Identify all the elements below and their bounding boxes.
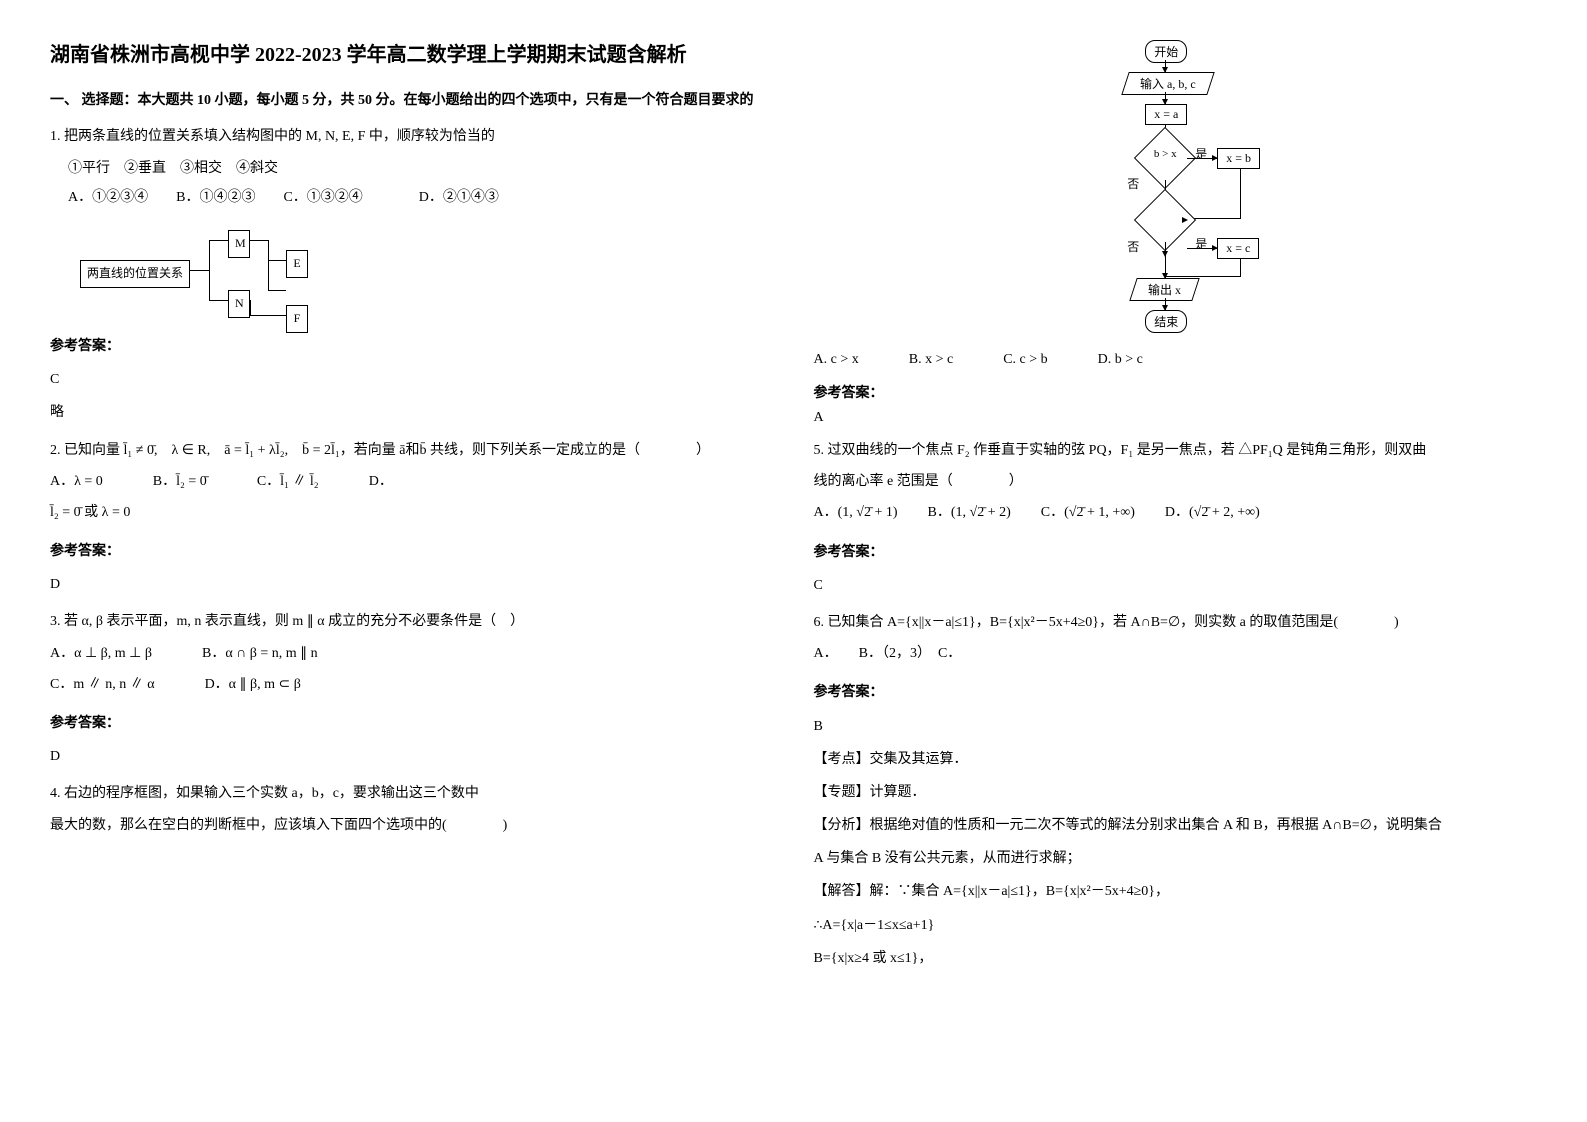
q4-stem: 4. 右边的程序框图，如果输入三个实数 a，b，c，要求输出这三个数中 [50, 781, 774, 806]
q4-choice-b: B. x > c [909, 352, 953, 368]
diagram-e-box: E [286, 250, 308, 278]
q5-choice-c: C．(√2̄ + 1, +∞) [1041, 500, 1135, 525]
q3-choices-row1: A．α ⊥ β, m ⊥ β B．α ∩ β = n, m ∥ n [50, 641, 774, 666]
q2-choice-a: A．λ = 0 [50, 469, 103, 494]
q3-answer-head: 参考答案： [50, 711, 774, 736]
question-2: 2. 已知向量 l̄₁ ≠ 0̄, λ ∈ R, ā = l̄₁ + λl̄₂,… [50, 438, 774, 598]
q6-choices: A． B．（2，3） C． [814, 641, 1538, 666]
right-column: 开始 输入 a, b, c x = a b > x 是 x = b 否 是 否 … [814, 40, 1538, 983]
diagram-n-box: N [228, 290, 250, 318]
q5-choice-a: A．(1, √2̄ + 1) [814, 500, 898, 525]
q4-answer-val: A [814, 410, 1538, 426]
fc-xa: x = a [1145, 104, 1187, 125]
q5-answer-val: C [814, 573, 1538, 598]
q6-zhuanti: 【专题】计算题． [814, 780, 1538, 805]
q1-diagram: 两直线的位置关系 M N E F [80, 220, 340, 320]
fc-input: 输入 a, b, c [1122, 72, 1215, 95]
q1-brief: 略 [50, 400, 774, 425]
diagram-main-box: 两直线的位置关系 [80, 260, 190, 288]
q6-kaodian: 【考点】交集及其运算． [814, 747, 1538, 772]
q2-choice-d: D． [369, 469, 393, 494]
fc-yes1: 是 [1195, 145, 1207, 162]
q6-fenxi: 【分析】根据绝对值的性质和一元二次不等式的解法分别求出集合 A 和 B，再根据 … [814, 813, 1538, 838]
q3-choices-row2: C．m ∥ n, n ∥ α D．α ∥ β, m ⊂ β [50, 672, 774, 697]
q5-choices: A．(1, √2̄ + 1) B．(1, √2̄ + 2) C．(√2̄ + 1… [814, 500, 1538, 525]
q5-answer-head: 参考答案： [814, 540, 1538, 565]
q2-choices-row: A．λ = 0 B．l̄₂ = 0̄ C．l̄₁ ∥ l̄₂ D． [50, 469, 774, 494]
fc-end: 结束 [1145, 310, 1187, 333]
q4-choice-c: C. c > b [1003, 352, 1047, 368]
q6-answer-head: 参考答案： [814, 680, 1538, 705]
q3-choice-b: B．α ∩ β = n, m ∥ n [202, 641, 318, 666]
q6-stem: 6. 已知集合 A={x||x－a|≤1}，B={x|x²－5x+4≥0}，若 … [814, 610, 1538, 635]
diagram-m-box: M [228, 230, 250, 258]
q3-choice-a: A．α ⊥ β, m ⊥ β [50, 641, 152, 666]
q1-line2: ①平行 ②垂直 ③相交 ④斜交 [68, 156, 774, 181]
q3-choice-d: D．α ∥ β, m ⊂ β [205, 672, 301, 697]
q4-answer-head: 参考答案： [814, 382, 1538, 402]
q1-stem: 1. 把两条直线的位置关系填入结构图中的 M, N, E, F 中，顺序较为恰当… [50, 124, 774, 149]
question-5: 5. 过双曲线的一个焦点 F₂ 作垂直于实轴的弦 PQ，F₁ 是另一焦点，若 △… [814, 438, 1538, 598]
q4-choice-a: A. c > x [814, 352, 859, 368]
flowchart: 开始 输入 a, b, c x = a b > x 是 x = b 否 是 否 … [1055, 40, 1295, 340]
doc-title: 湖南省株洲市高枧中学 2022-2023 学年高二数学理上学期期末试题含解析 [50, 40, 774, 70]
q5-stem2: 线的离心率 e 范围是（ ） [814, 469, 1538, 494]
fc-start: 开始 [1145, 40, 1187, 63]
q2-stem: 2. 已知向量 l̄₁ ≠ 0̄, λ ∈ R, ā = l̄₁ + λl̄₂,… [50, 438, 774, 463]
q2-answer-head: 参考答案： [50, 539, 774, 564]
question-4: 4. 右边的程序框图，如果输入三个实数 a，b，c，要求输出这三个数中 最大的数… [50, 781, 774, 837]
q6-fenxi2: A 与集合 B 没有公共元素，从而进行求解； [814, 846, 1538, 871]
q2-choice-b: B．l̄₂ = 0̄ [153, 469, 207, 494]
q4-stem2: 最大的数，那么在空白的判断框中，应该填入下面四个选项中的( ) [50, 813, 774, 838]
q1-choices: A．①②③④ B．①④②③ C．①③②④ D．②①④③ [68, 185, 774, 210]
q6-jieda3: B={x|x≥4 或 x≤1}， [814, 946, 1538, 971]
q5-choice-d: D．(√2̄ + 2, +∞) [1165, 500, 1260, 525]
q2-choice-d-extra: l̄₂ = 0̄ 或 λ = 0 [50, 500, 774, 525]
section-1-head: 一、 选择题：本大题共 10 小题，每小题 5 分，共 50 分。在每小题给出的… [50, 90, 774, 112]
q4-choices: A. c > x B. x > c C. c > b D. b > c [814, 352, 1538, 368]
q2-answer-val: D [50, 572, 774, 597]
question-3: 3. 若 α, β 表示平面，m, n 表示直线，则 m ∥ α 成立的充分不必… [50, 609, 774, 769]
fc-xc: x = c [1217, 238, 1259, 259]
fc-yes2: 是 [1195, 235, 1207, 252]
fc-bx-label: b > x [1135, 148, 1195, 160]
q3-answer-val: D [50, 744, 774, 769]
question-6: 6. 已知集合 A={x||x－a|≤1}，B={x|x²－5x+4≥0}，若 … [814, 610, 1538, 971]
question-1: 1. 把两条直线的位置关系填入结构图中的 M, N, E, F 中，顺序较为恰当… [50, 124, 774, 425]
q6-jieda2: ∴A={x|a－1≤x≤a+1} [814, 913, 1538, 938]
left-column: 湖南省株洲市高枧中学 2022-2023 学年高二数学理上学期期末试题含解析 一… [50, 40, 774, 983]
q1-answer-head: 参考答案： [50, 334, 774, 359]
q3-stem: 3. 若 α, β 表示平面，m, n 表示直线，则 m ∥ α 成立的充分不必… [50, 609, 774, 634]
q5-stem: 5. 过双曲线的一个焦点 F₂ 作垂直于实轴的弦 PQ，F₁ 是另一焦点，若 △… [814, 438, 1538, 463]
q6-answer-val: B [814, 714, 1538, 739]
q2-choice-c: C．l̄₁ ∥ l̄₂ [257, 469, 319, 494]
diagram-f-box: F [286, 305, 308, 333]
q1-answer-val: C [50, 367, 774, 392]
fc-no1: 否 [1127, 175, 1139, 192]
q3-choice-c: C．m ∥ n, n ∥ α [50, 672, 155, 697]
fc-no2: 否 [1127, 238, 1139, 255]
q6-jieda1: 【解答】解：∵集合 A={x||x－a|≤1}，B={x|x²－5x+4≥0}， [814, 879, 1538, 904]
q5-choice-b: B．(1, √2̄ + 2) [928, 500, 1011, 525]
q4-choice-d: D. b > c [1098, 352, 1143, 368]
fc-xb: x = b [1217, 148, 1260, 169]
